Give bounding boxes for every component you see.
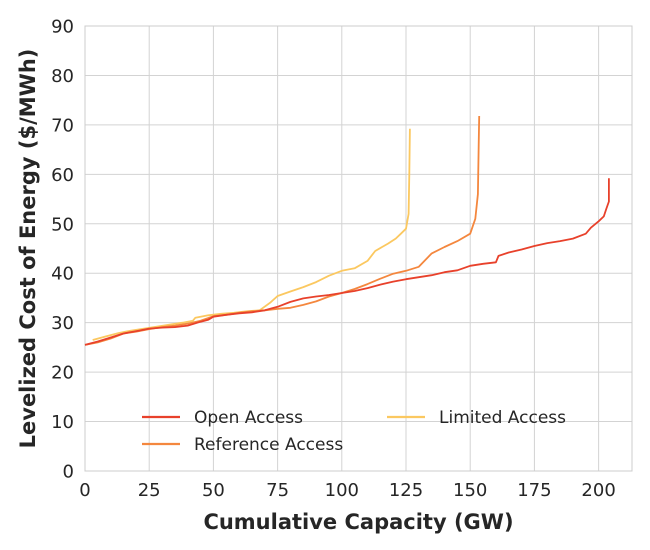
x-tick-label: 125 bbox=[389, 480, 423, 501]
x-tick-label: 25 bbox=[138, 480, 161, 501]
series-lines bbox=[84, 115, 610, 346]
legend-item: Open Access bbox=[142, 408, 303, 428]
y-tick-label: 10 bbox=[51, 412, 74, 433]
plot-border bbox=[84, 25, 633, 472]
legend-item: Reference Access bbox=[142, 435, 343, 455]
x-tick-label: 175 bbox=[517, 480, 551, 501]
y-tick-label: 30 bbox=[51, 313, 74, 334]
y-tick-label: 20 bbox=[51, 363, 74, 384]
legend-label: Limited Access bbox=[439, 408, 566, 428]
y-tick-label: 0 bbox=[63, 462, 74, 483]
series-line-reference-access bbox=[84, 115, 481, 346]
x-tick-label: 75 bbox=[266, 480, 289, 501]
x-tick-label: 100 bbox=[325, 480, 359, 501]
legend: Open Access Reference Access Limited Acces… bbox=[142, 408, 566, 455]
legend-label: Reference Access bbox=[194, 435, 343, 455]
grid-lines bbox=[84, 25, 632, 472]
x-tick-label: 50 bbox=[202, 480, 225, 501]
legend-label: Open Access bbox=[194, 408, 303, 428]
plot-frame bbox=[84, 25, 633, 472]
legend-item: Limited Access bbox=[387, 408, 566, 428]
series-line-limited-access bbox=[92, 128, 411, 341]
y-tick-label: 60 bbox=[51, 165, 74, 186]
y-tick-label: 70 bbox=[51, 115, 74, 136]
series-line-open-access bbox=[84, 178, 610, 346]
tick-labels: 0 25 50 75 100 125 150 175 200 0 10 20 30 40 50 60 70 80 9… bbox=[51, 17, 616, 502]
y-tick-label: 80 bbox=[51, 66, 74, 87]
x-tick-label: 200 bbox=[581, 480, 615, 501]
x-tick-label: 0 bbox=[79, 480, 90, 501]
x-axis-title: Cumulative Capacity (GW) bbox=[203, 510, 513, 534]
x-tick-label: 150 bbox=[453, 480, 487, 501]
y-axis-title: Levelized Cost of Energy ($/MWh) bbox=[16, 49, 40, 449]
y-tick-label: 40 bbox=[51, 264, 74, 285]
y-tick-label: 90 bbox=[51, 17, 74, 38]
y-tick-label: 50 bbox=[51, 214, 74, 235]
